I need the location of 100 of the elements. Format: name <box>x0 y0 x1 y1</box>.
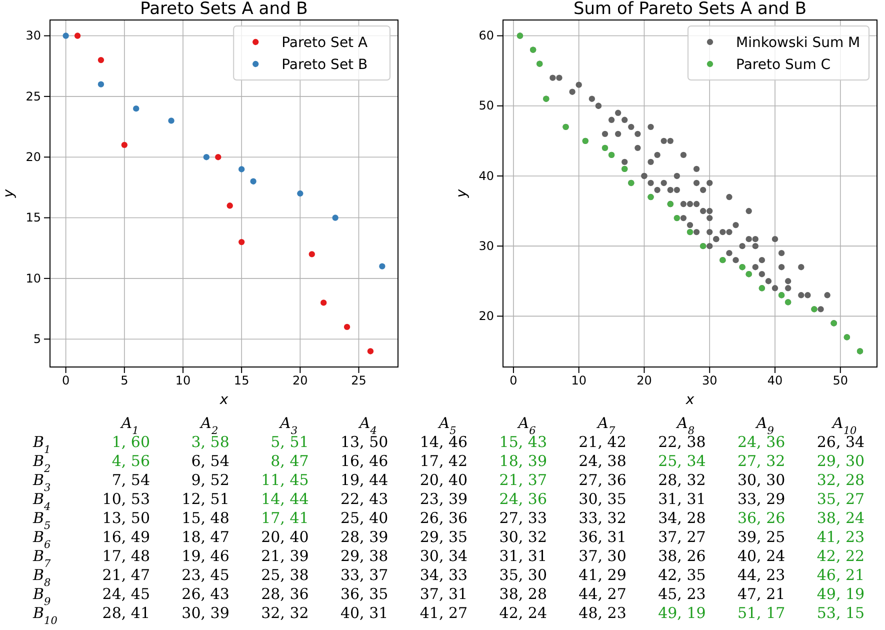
text: 20, 40 <box>420 471 468 489</box>
y-tick-label: 15 <box>26 210 41 225</box>
legend-label: Minkowski Sum M <box>736 35 860 51</box>
text: 42, 24 <box>499 604 547 622</box>
point <box>332 214 338 221</box>
point <box>367 348 374 354</box>
x-tick-label: 25 <box>351 374 366 388</box>
text: 23, 39 <box>420 490 468 508</box>
x-tick-label: 10 <box>175 374 191 388</box>
point <box>344 324 350 330</box>
y-tick-label: 20 <box>26 150 41 164</box>
text: 37, 30 <box>578 547 626 565</box>
text: 6, 54 <box>191 452 230 470</box>
text: 44, 27 <box>578 585 626 603</box>
text: 18, 39 <box>499 452 547 470</box>
point <box>297 190 304 197</box>
x-tick-label: 30 <box>702 374 718 388</box>
text: 38, 28 <box>499 585 547 603</box>
text: 24, 45 <box>102 585 150 603</box>
point <box>62 32 69 39</box>
text: 28, 36 <box>261 585 309 603</box>
text: 11, 45 <box>261 471 309 489</box>
x-tick-label: 15 <box>234 374 250 388</box>
point <box>121 142 128 148</box>
text: 51, 17 <box>737 604 786 622</box>
text: 38, 24 <box>816 509 865 527</box>
text: 18, 47 <box>182 528 230 546</box>
text: 48, 23 <box>578 604 626 622</box>
y-tick-label: 30 <box>478 238 494 253</box>
text: 10, 53 <box>102 490 150 508</box>
legend-label: Pareto Set A <box>282 35 368 51</box>
text: 33, 32 <box>578 509 626 527</box>
text: 41, 23 <box>816 528 865 546</box>
text: 32, 32 <box>261 604 309 622</box>
text: 25, 34 <box>658 452 706 470</box>
y-tick-label: 10 <box>26 271 41 286</box>
text: 40, 31 <box>340 604 388 622</box>
text: 24, 36 <box>499 490 547 508</box>
point <box>226 202 233 209</box>
x-tick-label: 10 <box>571 374 586 388</box>
text: 26, 43 <box>182 585 230 603</box>
text: 41, 27 <box>420 604 468 622</box>
text: 27, 32 <box>737 452 786 470</box>
text: 15, 48 <box>182 509 230 527</box>
x-tick-label: 50 <box>832 374 848 388</box>
text: 21, 37 <box>499 471 547 489</box>
point <box>238 166 245 172</box>
text: 9, 52 <box>191 471 230 489</box>
text: 42, 35 <box>658 566 706 584</box>
text: 19, 44 <box>340 471 388 489</box>
text: 46, 21 <box>816 566 865 584</box>
text: 17, 48 <box>102 547 150 565</box>
point <box>203 154 210 160</box>
text: 17, 42 <box>420 452 468 470</box>
text: 21, 47 <box>102 566 150 584</box>
legend-label: Pareto Set B <box>282 57 368 73</box>
point <box>238 238 245 246</box>
text: 27, 36 <box>578 471 626 489</box>
point <box>98 56 104 64</box>
text: 16, 46 <box>340 452 388 470</box>
x-tick-label: 0 <box>62 374 70 388</box>
x-tick-label: 40 <box>767 374 783 388</box>
legend-label: Pareto Sum C <box>736 57 831 73</box>
text: 29, 35 <box>420 528 468 546</box>
text: 30, 39 <box>182 604 230 622</box>
x-tick-label: 20 <box>292 374 308 388</box>
text: 29, 30 <box>816 452 865 470</box>
text: 23, 45 <box>182 566 230 584</box>
text: 42, 22 <box>816 547 865 565</box>
text: 53, 15 <box>816 604 865 622</box>
text: 14, 44 <box>261 490 309 508</box>
text: 16, 49 <box>102 528 150 546</box>
text: 47, 21 <box>737 585 786 603</box>
y-tick-label: 40 <box>478 168 494 183</box>
text: 29, 38 <box>340 547 388 565</box>
text: 19, 46 <box>182 547 230 565</box>
text: 49, 19 <box>816 585 865 603</box>
text: 34, 33 <box>420 566 468 584</box>
text: 41, 29 <box>578 566 626 584</box>
text: 49, 19 <box>658 604 706 622</box>
text: 30, 34 <box>420 547 468 565</box>
x-tick-label: 0 <box>510 374 518 388</box>
text: 21, 39 <box>261 547 309 565</box>
y-tick-label: 20 <box>478 309 494 324</box>
text: 20, 40 <box>261 528 309 546</box>
chart-title: Pareto Sets A and B <box>140 0 308 19</box>
text: 28, 39 <box>340 528 388 546</box>
point <box>320 300 327 306</box>
text: 24, 38 <box>578 452 626 470</box>
text: 25, 40 <box>340 509 388 527</box>
point <box>379 263 386 270</box>
point <box>215 154 222 160</box>
text: 37, 27 <box>658 528 706 546</box>
text: 25, 38 <box>261 566 309 584</box>
text: 28, 41 <box>102 604 150 622</box>
y-tick-label: 60 <box>478 28 494 43</box>
text: 44, 23 <box>737 566 786 584</box>
y-axis-title: y <box>1 188 17 199</box>
y-tick-label: 30 <box>26 28 41 43</box>
x-tick-label: 20 <box>636 374 652 388</box>
